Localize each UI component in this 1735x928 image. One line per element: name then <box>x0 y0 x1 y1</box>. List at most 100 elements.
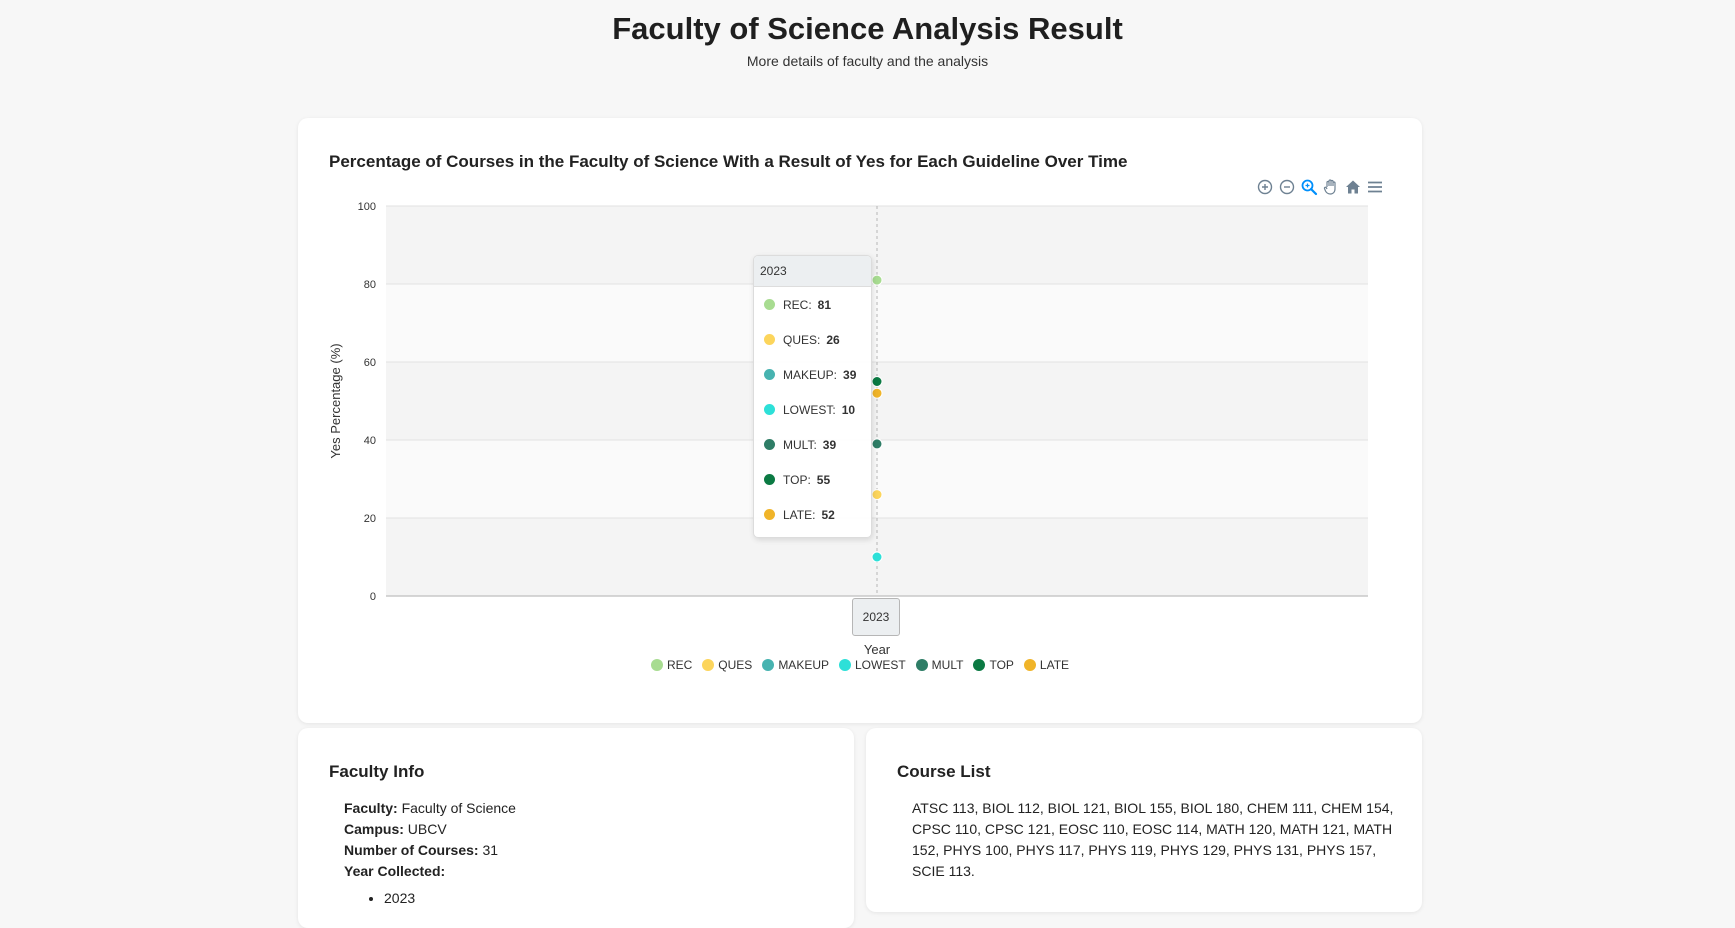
tooltip-series-name: MAKEUP: <box>783 367 838 382</box>
x-axis-title: Year <box>864 642 891 657</box>
tooltip-series-name: QUES: <box>783 332 821 347</box>
tooltip-row-late: LATE: 52 <box>754 497 871 532</box>
legend-item-rec[interactable]: REC <box>650 658 693 672</box>
course-list-heading: Course List <box>897 762 991 781</box>
page-header: Faculty of Science Analysis Result More … <box>0 8 1735 69</box>
year-collected-label: Year Collected: <box>344 863 446 879</box>
legend-marker <box>973 659 986 671</box>
legend-marker <box>915 659 928 671</box>
tooltip-marker <box>764 509 775 520</box>
tooltip-series-name: LOWEST: <box>783 402 836 417</box>
year-collected-row: Year Collected: <box>344 861 516 882</box>
y-tick-label: 20 <box>364 513 376 525</box>
campus-row: Campus: UBCV <box>344 819 516 840</box>
tooltip-marker <box>764 404 775 415</box>
legend-marker <box>1023 659 1036 671</box>
tooltip-series-value: 10 <box>841 402 856 417</box>
home-reset-icon[interactable] <box>1344 178 1362 196</box>
faculty-label: Faculty: <box>344 800 398 816</box>
tooltip-series-name: TOP: <box>783 472 811 487</box>
tooltip-series-name: REC: <box>783 297 812 312</box>
tooltip-row-ques: QUES: 26 <box>754 322 871 357</box>
tooltip-marker <box>764 439 775 450</box>
faculty-info-heading: Faculty Info <box>329 762 425 781</box>
x-axis-tooltip: 2023 <box>852 598 900 636</box>
year-item: 2023 <box>384 888 516 909</box>
legend-marker <box>839 659 851 671</box>
legend-marker <box>762 659 775 671</box>
legend-label: TOP <box>989 658 1014 672</box>
tooltip-series-name: MULT: <box>783 437 817 452</box>
chart-legend: REC QUES MAKEUP LOWEST MULT TOP LATE <box>298 658 1422 672</box>
data-point-lowest[interactable] <box>871 551 883 563</box>
legend-item-late[interactable]: LATE <box>1023 658 1070 672</box>
zoom-in-icon[interactable] <box>1256 178 1274 196</box>
legend-item-top[interactable]: TOP <box>973 658 1014 672</box>
chart-title: Percentage of Courses in the Faculty of … <box>329 152 1128 171</box>
tooltip-marker <box>764 299 775 310</box>
tooltip-marker <box>764 474 775 485</box>
page-title: Faculty of Science Analysis Result <box>612 11 1123 46</box>
legend-label: MAKEUP <box>778 658 829 672</box>
legend-label: QUES <box>718 658 753 672</box>
courses-count-row: Number of Courses: 31 <box>344 840 516 861</box>
tooltip-marker <box>764 369 775 380</box>
legend-item-lowest[interactable]: LOWEST <box>839 658 906 672</box>
course-list-card: Course List ATSC 113, BIOL 112, BIOL 121… <box>866 728 1422 912</box>
y-tick-label: 100 <box>358 201 376 213</box>
courses-count-label: Number of Courses: <box>344 842 479 858</box>
legend-item-ques[interactable]: QUES <box>702 658 752 672</box>
faculty-info-list: Faculty: Faculty of Science Campus: UBCV… <box>344 798 516 909</box>
y-tick-label: 40 <box>364 435 376 447</box>
campus-value: UBCV <box>407 821 447 837</box>
course-list-text: ATSC 113, BIOL 112, BIOL 121, BIOL 155, … <box>912 800 1394 879</box>
pan-hand-icon[interactable] <box>1322 178 1340 196</box>
data-tooltip: 2023 REC: 81 QUES: 26 MAKEUP: 39 LOWEST: 10 MULT… <box>753 255 872 538</box>
tooltip-row-mult: MULT: 39 <box>754 427 871 462</box>
page-subtitle: More details of faculty and the analysis <box>746 53 989 69</box>
tooltip-series-name: LATE: <box>783 507 816 522</box>
campus-label: Campus: <box>344 821 404 837</box>
tooltip-row-makeup: MAKEUP: 39 <box>754 357 871 392</box>
faculty-info-card: Faculty Info Faculty: Faculty of Science… <box>298 728 854 928</box>
zoom-out-icon[interactable] <box>1278 178 1296 196</box>
data-point-mult[interactable] <box>871 438 883 450</box>
tooltip-series-value: 39 <box>843 367 857 382</box>
tooltip-rows: REC: 81 QUES: 26 MAKEUP: 39 LOWEST: 10 MULT: 39 TO… <box>754 287 871 532</box>
y-axis-title: Yes Percentage (%) <box>328 343 343 458</box>
tooltip-series-value: 39 <box>822 437 837 452</box>
legend-item-mult[interactable]: MULT <box>915 658 964 672</box>
y-tick-label: 80 <box>364 279 376 291</box>
tooltip-series-value: 55 <box>816 472 831 487</box>
legend-label: REC <box>666 658 693 672</box>
tooltip-title: 2023 <box>754 256 871 287</box>
legend-marker <box>702 659 715 671</box>
data-point-rec[interactable] <box>871 274 883 286</box>
faculty-value: Faculty of Science <box>401 800 516 816</box>
tooltip-series-value: 52 <box>821 507 835 522</box>
y-tick-label: 0 <box>370 591 376 603</box>
legend-label: LATE <box>1039 658 1070 672</box>
tooltip-series-value: 81 <box>817 297 832 312</box>
menu-icon[interactable] <box>1366 178 1384 196</box>
data-point-late[interactable] <box>871 387 883 399</box>
data-point-ques[interactable] <box>871 489 883 501</box>
legend-label: MULT <box>931 658 964 672</box>
y-tick-label: 60 <box>364 357 376 369</box>
legend-marker <box>650 659 663 671</box>
tooltip-series-value: 26 <box>826 332 840 347</box>
selection-zoom-icon[interactable] <box>1300 178 1318 196</box>
courses-count-value: 31 <box>482 842 499 858</box>
tooltip-row-lowest: LOWEST: 10 <box>754 392 871 427</box>
legend-item-makeup[interactable]: MAKEUP <box>762 658 829 672</box>
tooltip-marker <box>764 334 775 345</box>
faculty-row: Faculty: Faculty of Science <box>344 798 516 819</box>
scatter-chart[interactable]: 0 20 40 60 80 100 Year Yes Percentage (%) <box>298 118 1422 723</box>
data-point-top[interactable] <box>871 376 883 387</box>
legend-label: LOWEST <box>855 658 906 672</box>
year-list: 2023 <box>344 888 516 909</box>
tooltip-row-rec: REC: 81 <box>754 287 871 322</box>
tooltip-row-top: TOP: 55 <box>754 462 871 497</box>
chart-card: Percentage of Courses in the Faculty of … <box>298 118 1422 723</box>
chart-toolbar <box>1256 178 1384 196</box>
